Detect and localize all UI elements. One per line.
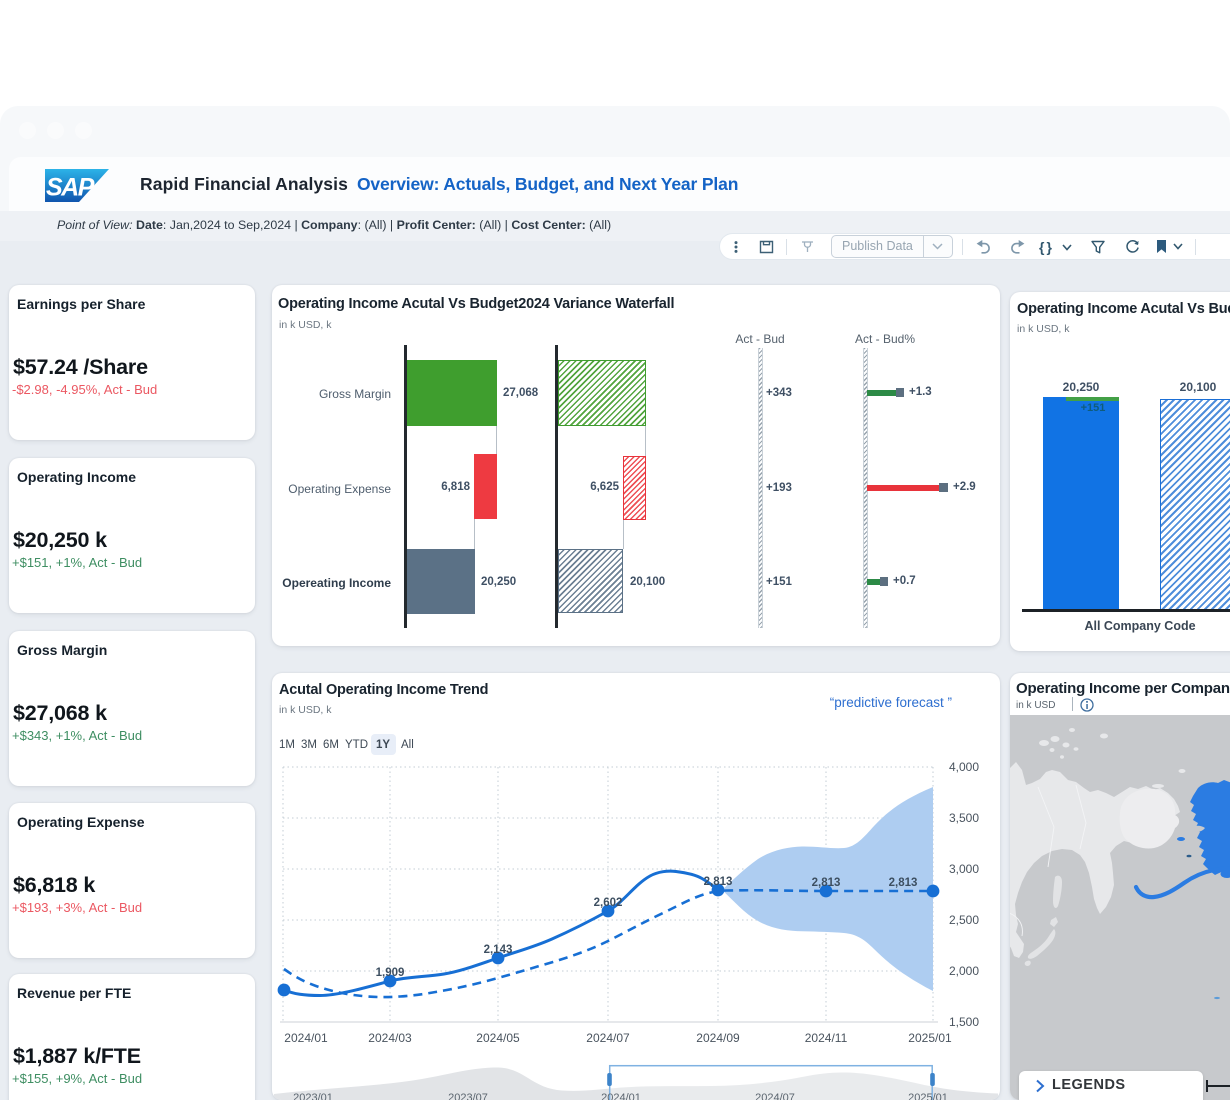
svg-text:1,500: 1,500 <box>949 1015 979 1029</box>
svg-text:2,813: 2,813 <box>812 877 841 889</box>
svg-text:2025/01: 2025/01 <box>908 1031 952 1045</box>
svg-text:3,000: 3,000 <box>949 862 979 876</box>
svg-text:SAP: SAP <box>46 174 95 202</box>
svg-text:2,813: 2,813 <box>889 877 918 889</box>
svg-text:2023/07: 2023/07 <box>448 1092 488 1100</box>
svg-text:2024/01: 2024/01 <box>601 1092 641 1100</box>
svg-text:1,909: 1,909 <box>376 967 405 979</box>
svg-text:2024/05: 2024/05 <box>476 1031 520 1045</box>
svg-text:2024/09: 2024/09 <box>696 1031 740 1045</box>
svg-text:2024/01: 2024/01 <box>284 1031 328 1045</box>
svg-text:2023/01: 2023/01 <box>293 1092 333 1100</box>
svg-text:2,602: 2,602 <box>594 897 623 909</box>
svg-text:3,500: 3,500 <box>949 811 979 825</box>
svg-text:}: } <box>1046 239 1052 255</box>
svg-text:4,000: 4,000 <box>949 760 979 774</box>
svg-text:2,000: 2,000 <box>949 964 979 978</box>
svg-text:2024/07: 2024/07 <box>586 1031 630 1045</box>
svg-text:2024/03: 2024/03 <box>368 1031 412 1045</box>
svg-text:2,500: 2,500 <box>949 913 979 927</box>
svg-text:2024/07: 2024/07 <box>755 1092 795 1100</box>
svg-text:2,143: 2,143 <box>484 944 513 956</box>
svg-text:2,813: 2,813 <box>704 876 733 888</box>
svg-text:2025/01: 2025/01 <box>908 1092 948 1100</box>
svg-text:2024/11: 2024/11 <box>805 1031 848 1045</box>
svg-text:{: { <box>1039 239 1045 255</box>
